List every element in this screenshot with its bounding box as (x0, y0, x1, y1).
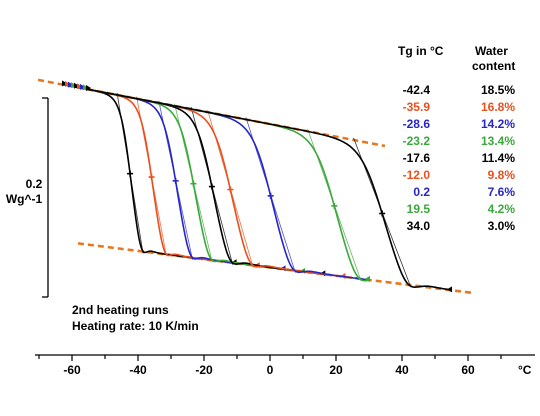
table-header-water: Water (475, 44, 508, 58)
table-water-3: 14.2% (481, 117, 515, 131)
table-water-7: 7.6% (488, 185, 516, 199)
x-tick-label: 40 (395, 363, 409, 377)
table-tg-2: -35.9 (403, 100, 431, 114)
table-tg-5: -17.6 (403, 151, 431, 165)
baselines (37, 78, 473, 295)
glass-baseline (37, 78, 386, 148)
table-water-4: 13.4% (481, 134, 515, 148)
curves (61, 80, 453, 293)
table-tg-1: -42.4 (403, 83, 431, 97)
onset-flag-4 (71, 82, 76, 89)
table-tg-8: 19.5 (407, 202, 431, 216)
onset-flag-6 (77, 83, 82, 90)
scale-bar: 0.2 Wg^-1 (6, 97, 49, 298)
table-water-8: 4.2% (488, 202, 516, 216)
x-axis: -60 -40 -20 0 20 40 60 (35, 354, 535, 377)
end-flag-8 (365, 276, 370, 283)
x-tick-label: 0 (267, 363, 274, 377)
table-water-9: 3.0% (488, 219, 516, 233)
table-tg-4: -23.2 (403, 134, 431, 148)
onset-flag-2 (65, 81, 70, 87)
onset-flag-1 (62, 80, 67, 87)
scale-bar-unit: Wg^-1 (6, 192, 43, 206)
onset-flag-8 (83, 84, 88, 91)
x-tick-label: 60 (461, 363, 475, 377)
annotation-runs: 2nd heating runs (72, 303, 169, 317)
x-tick-label: 20 (329, 363, 343, 377)
table-water-6: 9.8% (488, 168, 516, 182)
table-tg-7: 0.2 (413, 185, 430, 199)
table-water-1: 18.5% (481, 83, 515, 97)
table-tg-3: -28.6 (403, 117, 431, 131)
onset-flag-9 (86, 85, 91, 92)
dsc-curve-9 (85, 88, 453, 291)
dsc-curve-2 (64, 84, 260, 267)
x-tick-label: -40 (129, 363, 147, 377)
table-header-content: content (472, 59, 515, 73)
x-tick-label: -20 (195, 363, 213, 377)
table-header-tg: Tg in °C (398, 44, 444, 58)
table-tg-9: 34.0 (407, 219, 431, 233)
x-tick-label: -60 (63, 363, 81, 377)
end-flag-9 (447, 286, 452, 293)
x-axis-label: °C (518, 363, 532, 377)
table-water-2: 16.8% (481, 100, 515, 114)
dsc-curve-7 (79, 87, 371, 281)
scale-bar-value: 0.2 (26, 177, 43, 191)
table-water-5: 11.4% (482, 151, 516, 165)
annotation-rate: Heating rate: 10 K/min (72, 319, 199, 333)
table-rows: -42.4 18.5% -35.9 16.8% -28.6 14.2% -23.2 13.4%… (403, 83, 516, 233)
liquid-baseline (77, 242, 473, 295)
table-tg-6: -12.0 (403, 168, 431, 182)
onset-flag-3 (68, 81, 73, 88)
dsc-curve-4 (70, 85, 306, 273)
onset-flag-7 (80, 83, 85, 90)
onset-flag-5 (74, 82, 79, 89)
